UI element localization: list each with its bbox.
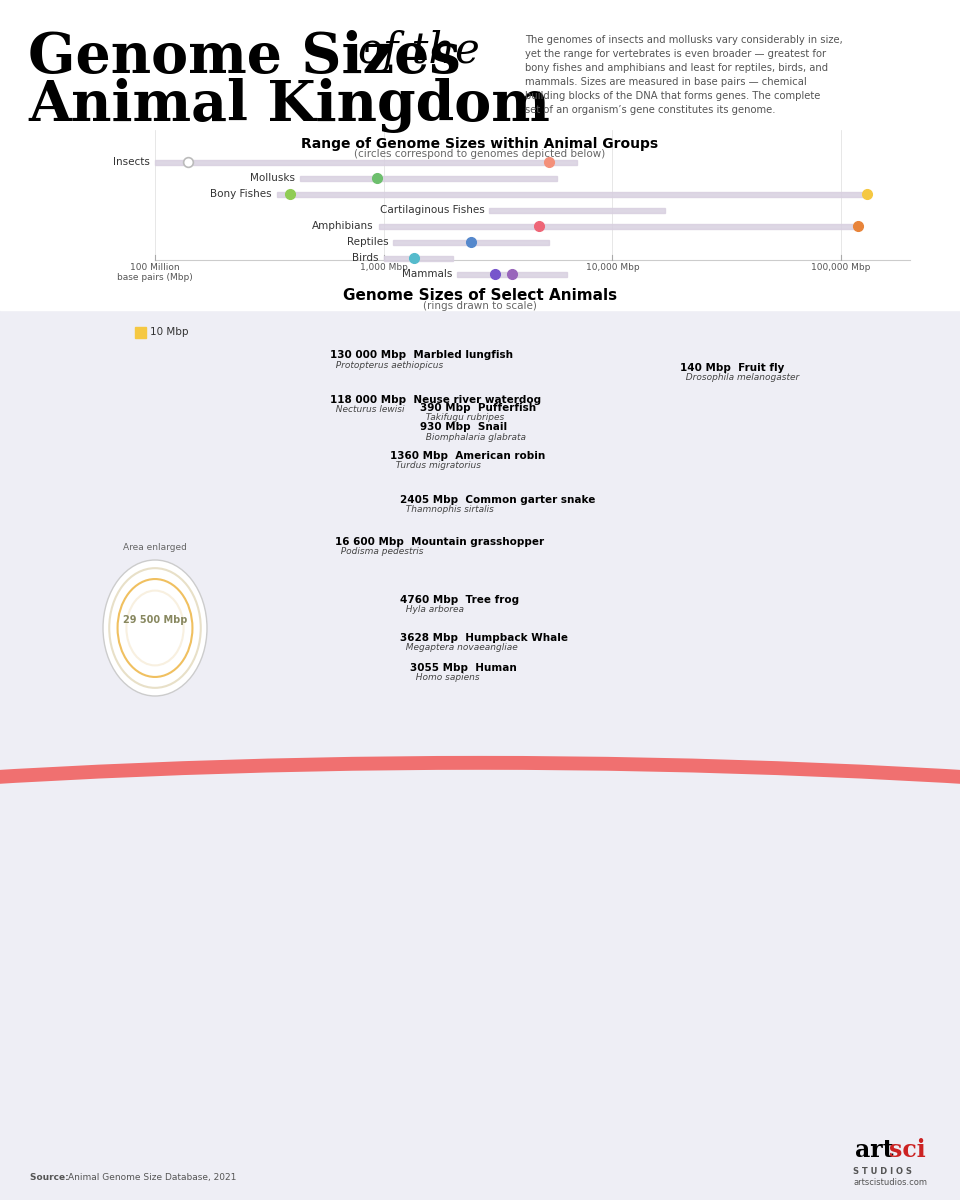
Text: 130 000 Mbp  Marbled lungfish: 130 000 Mbp Marbled lungfish — [330, 350, 513, 360]
Text: 3628 Mbp  Humpback Whale: 3628 Mbp Humpback Whale — [400, 634, 568, 643]
Text: Animal Genome Size Database, 2021: Animal Genome Size Database, 2021 — [68, 1174, 236, 1182]
Bar — [300, 175, 557, 180]
Text: Animal Kingdom: Animal Kingdom — [28, 78, 550, 133]
Text: 140 Mbp  Fruit fly: 140 Mbp Fruit fly — [680, 362, 784, 373]
Text: yet the range for vertebrates is even broader — greatest for: yet the range for vertebrates is even br… — [525, 49, 827, 59]
Text: S T U D I O S: S T U D I O S — [853, 1166, 912, 1176]
Text: 390 Mbp  Pufferfish: 390 Mbp Pufferfish — [420, 403, 536, 413]
Text: Area enlarged: Area enlarged — [123, 544, 187, 552]
Text: The genomes of insects and mollusks vary considerably in size,: The genomes of insects and mollusks vary… — [525, 35, 843, 44]
Text: Hyla arborea: Hyla arborea — [400, 606, 464, 614]
Text: art: art — [855, 1138, 894, 1162]
Text: Mammals: Mammals — [402, 269, 452, 278]
Text: Biomphalaria glabrata: Biomphalaria glabrata — [420, 432, 526, 442]
Text: bony fishes and amphibians and least for reptiles, birds, and: bony fishes and amphibians and least for… — [525, 62, 828, 73]
Text: Drosophila melanogaster: Drosophila melanogaster — [680, 373, 800, 383]
Text: Insects: Insects — [113, 157, 150, 167]
Text: Turdus migratorius: Turdus migratorius — [390, 462, 481, 470]
Text: 16 600 Mbp  Mountain grasshopper: 16 600 Mbp Mountain grasshopper — [335, 538, 544, 547]
Text: 4760 Mbp  Tree frog: 4760 Mbp Tree frog — [400, 595, 519, 605]
Text: Cartilaginous Fishes: Cartilaginous Fishes — [380, 205, 485, 215]
Text: (rings drawn to scale): (rings drawn to scale) — [423, 301, 537, 311]
Bar — [378, 223, 859, 228]
Text: 100,000 Mbp: 100,000 Mbp — [811, 263, 871, 272]
Text: 3055 Mbp  Human: 3055 Mbp Human — [410, 662, 516, 673]
Text: 930 Mbp  Snail: 930 Mbp Snail — [420, 422, 507, 432]
Text: Thamnophis sirtalis: Thamnophis sirtalis — [400, 505, 493, 515]
Text: 29 500 Mbp: 29 500 Mbp — [123, 614, 187, 625]
Text: mammals. Sizes are measured in base pairs — chemical: mammals. Sizes are measured in base pair… — [525, 77, 806, 86]
Text: Podisma pedestris: Podisma pedestris — [335, 547, 423, 557]
Text: 100 Million
base pairs (Mbp): 100 Million base pairs (Mbp) — [117, 263, 193, 282]
Text: Mollusks: Mollusks — [250, 173, 295, 182]
Text: Takifugu rubripes: Takifugu rubripes — [420, 414, 504, 422]
Text: Necturus lewisi: Necturus lewisi — [330, 406, 404, 414]
Text: artscistudios.com: artscistudios.com — [853, 1178, 927, 1187]
Text: Amphibians: Amphibians — [312, 221, 373, 230]
Text: Protopterus aethiopicus: Protopterus aethiopicus — [330, 360, 444, 370]
Bar — [384, 256, 452, 260]
Text: 118 000 Mbp  Neuse river waterdog: 118 000 Mbp Neuse river waterdog — [330, 395, 541, 404]
Text: of the: of the — [358, 30, 480, 72]
Text: Range of Genome Sizes within Animal Groups: Range of Genome Sizes within Animal Grou… — [301, 137, 659, 151]
Text: 1360 Mbp  American robin: 1360 Mbp American robin — [390, 451, 545, 461]
Bar — [457, 271, 566, 276]
Text: Source:: Source: — [30, 1174, 72, 1182]
Bar — [0, 0, 960, 310]
Text: building blocks of the DNA that forms genes. The complete: building blocks of the DNA that forms ge… — [525, 91, 821, 101]
Text: (circles correspond to genomes depicted below): (circles correspond to genomes depicted … — [354, 149, 606, 158]
Bar — [135, 326, 146, 338]
Text: sci: sci — [889, 1138, 925, 1162]
Text: Bony Fishes: Bony Fishes — [210, 188, 272, 199]
Bar — [394, 240, 549, 245]
Bar — [276, 192, 867, 197]
Text: Genome Sizes of Select Animals: Genome Sizes of Select Animals — [343, 288, 617, 302]
Text: 1,000 Mbp: 1,000 Mbp — [360, 263, 408, 272]
Text: Genome Sizes: Genome Sizes — [28, 30, 480, 85]
Text: set of an organism’s gene constitutes its genome.: set of an organism’s gene constitutes it… — [525, 104, 776, 115]
Text: Reptiles: Reptiles — [347, 236, 388, 247]
Text: Birds: Birds — [352, 253, 378, 263]
Bar — [490, 208, 665, 212]
Bar — [155, 160, 577, 164]
Text: 2405 Mbp  Common garter snake: 2405 Mbp Common garter snake — [400, 494, 595, 505]
Text: Homo sapiens: Homo sapiens — [410, 673, 480, 683]
Text: 10 Mbp: 10 Mbp — [150, 326, 188, 337]
Ellipse shape — [103, 560, 207, 696]
Text: 10,000 Mbp: 10,000 Mbp — [586, 263, 639, 272]
Text: Megaptera novaeangliae: Megaptera novaeangliae — [400, 643, 517, 653]
Bar — [0, 310, 960, 1200]
